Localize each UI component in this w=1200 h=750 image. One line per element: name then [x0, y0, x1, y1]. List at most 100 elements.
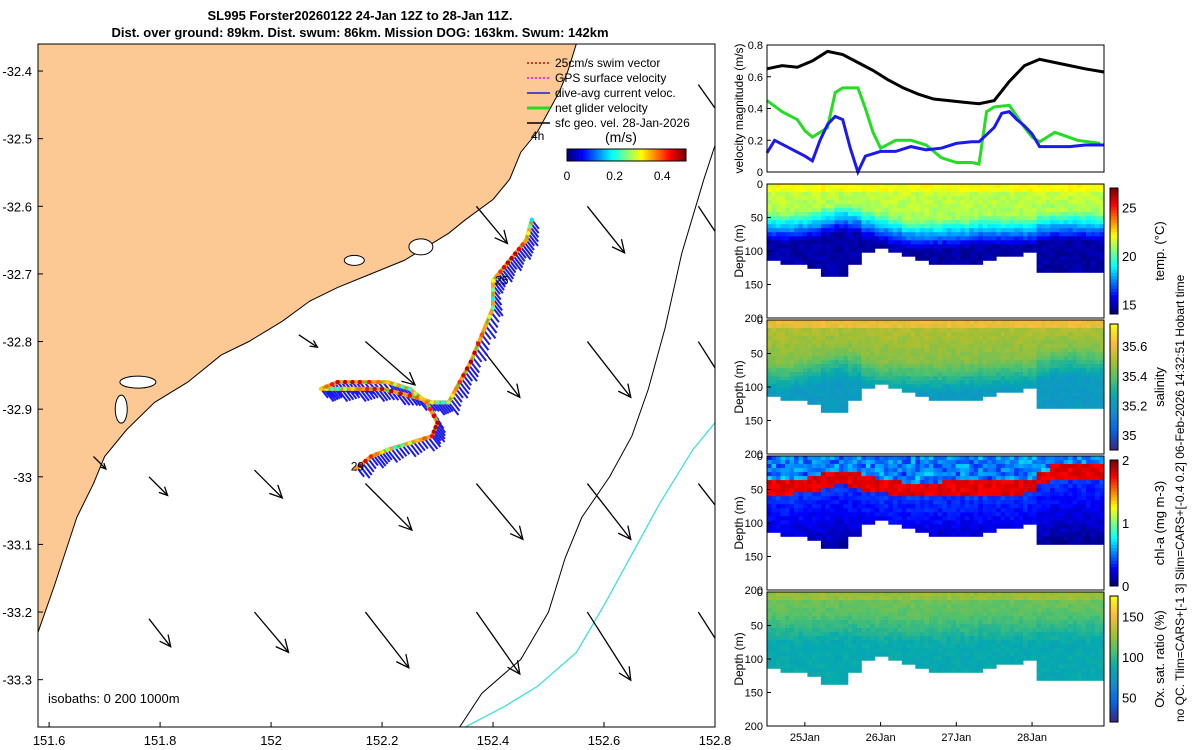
section-cell: [1009, 456, 1015, 461]
section-cell: [883, 460, 889, 465]
section-cell: [847, 508, 853, 513]
section-cell: [915, 528, 921, 533]
section-cell: [888, 332, 894, 337]
section-cell: [767, 236, 772, 241]
section-cell: [897, 220, 903, 225]
section-cell: [1090, 388, 1096, 393]
section-cell: [996, 484, 1002, 489]
section-colorbar-tick: 25: [1122, 200, 1136, 215]
section-cell: [856, 484, 862, 489]
section-cell: [852, 212, 858, 217]
section-cell: [942, 496, 948, 501]
section-cell: [879, 508, 885, 513]
section-cell: [892, 212, 898, 217]
section-cell: [843, 268, 849, 273]
section-cell: [1086, 244, 1091, 249]
section-cell: [982, 204, 988, 209]
section-cell: [973, 504, 979, 509]
section-cell: [973, 532, 979, 537]
section-cell: [1095, 504, 1100, 509]
section-cell: [996, 216, 1002, 221]
section-cell: [1072, 492, 1078, 497]
section-ylabel: Depth (m): [732, 224, 746, 277]
section-cell: [960, 208, 966, 213]
section-cell: [870, 336, 876, 341]
section-cell: [1014, 484, 1019, 489]
section-cell: [820, 212, 826, 217]
section-cell: [924, 348, 930, 353]
section-cell: [816, 264, 822, 269]
section-cell: [794, 208, 799, 213]
section-cell: [780, 524, 786, 529]
section-cell: [1005, 468, 1010, 473]
section-cell: [1032, 504, 1037, 509]
section-cell: [991, 520, 997, 525]
section-cell: [978, 524, 984, 529]
section-cell: [1041, 196, 1046, 201]
section-cell: [789, 192, 795, 197]
section-cell: [1063, 524, 1069, 529]
section-cell: [919, 508, 925, 513]
section-cell: [946, 516, 952, 521]
section-cell: [838, 468, 844, 473]
section-cell: [807, 504, 813, 509]
section-cell: [785, 244, 790, 249]
section-cell: [1005, 524, 1010, 529]
section-cell: [789, 344, 795, 349]
colorbar-cell: [588, 149, 592, 161]
section-cell: [807, 396, 813, 401]
section-cell: [1059, 368, 1064, 373]
section-cell: [1068, 356, 1073, 361]
section-cell: [1000, 480, 1006, 485]
section-cell: [1086, 340, 1091, 345]
section-cell: [960, 364, 966, 369]
section-cell: [785, 228, 790, 233]
section-cell: [973, 372, 979, 377]
section-colorbar-cell: [1110, 298, 1118, 302]
section-cell: [852, 332, 858, 337]
section-cell: [1077, 520, 1082, 525]
section-cell: [829, 208, 835, 213]
section-cell: [1081, 532, 1087, 537]
section-cell: [1059, 484, 1064, 489]
section-cell: [789, 364, 795, 369]
section-cell: [969, 464, 975, 469]
section-cell: [969, 532, 975, 537]
geo-velocity-arrow-head: [158, 486, 169, 497]
section-cell: [816, 208, 822, 213]
section-cell: [883, 196, 889, 201]
section-cell: [996, 200, 1002, 205]
section-cell: [915, 200, 921, 205]
section-cell: [1027, 192, 1033, 197]
section-cell: [933, 460, 939, 465]
section-cell: [1090, 264, 1096, 269]
section-cell: [1005, 328, 1010, 333]
section-colorbar-cell: [1110, 443, 1118, 448]
section-cell: [838, 188, 844, 193]
section-cell: [1045, 212, 1051, 217]
section-cell: [802, 388, 808, 393]
section-cell: [1086, 220, 1091, 225]
section-cell: [915, 460, 921, 465]
section-cell: [825, 404, 831, 409]
section-cell: [870, 488, 876, 493]
section-cell: [1018, 352, 1024, 357]
section-cell: [829, 520, 835, 525]
track-speed-dot: [490, 305, 496, 310]
section-cell: [892, 332, 898, 337]
section-cell: [1054, 184, 1060, 189]
section-cell: [789, 248, 795, 253]
section-cell: [843, 388, 849, 393]
section-cell: [767, 244, 772, 249]
section-cell: [820, 188, 826, 193]
section-cell: [834, 460, 840, 465]
section-cell: [901, 336, 907, 341]
section-cell: [811, 320, 817, 325]
section-cell: [996, 236, 1002, 241]
section-cell: [969, 196, 975, 201]
section-cell: [838, 384, 844, 389]
section-cell: [933, 380, 939, 385]
section-cell: [874, 348, 880, 353]
section-cell: [1023, 248, 1028, 253]
section-cell: [919, 340, 925, 345]
